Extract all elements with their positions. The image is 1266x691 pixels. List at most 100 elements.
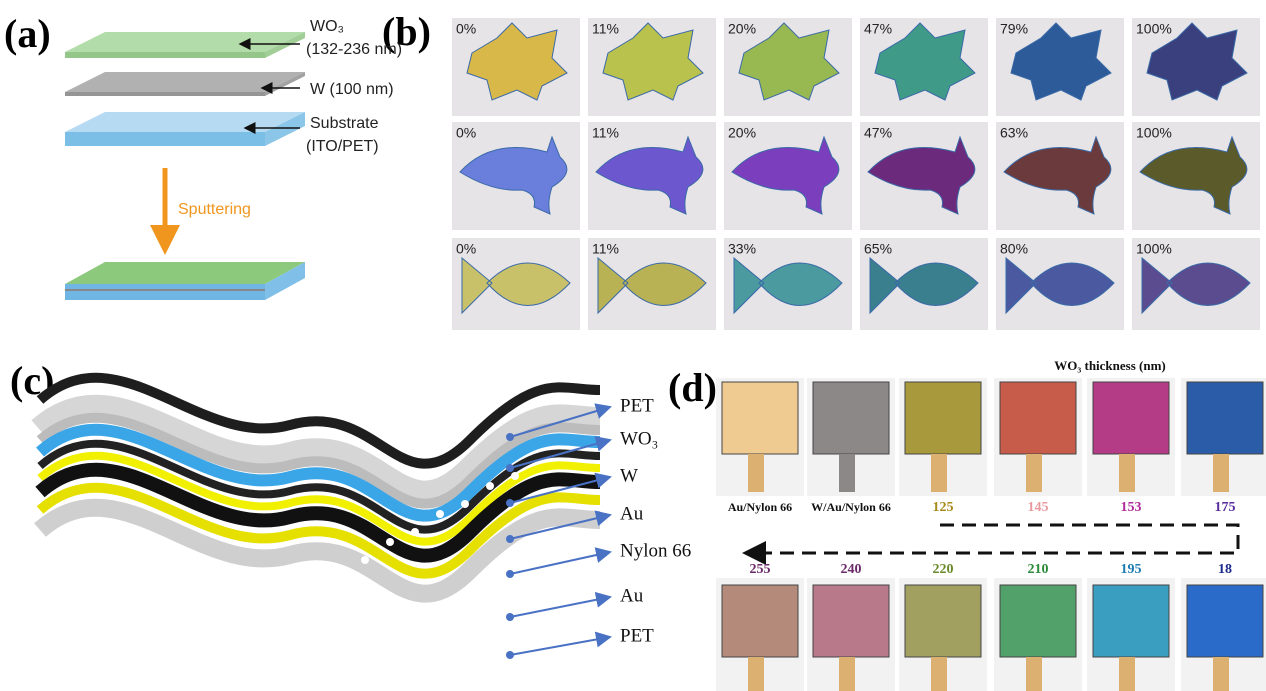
nylon-dot (386, 538, 394, 546)
sample-label: W/Au/Nylon 66 (811, 500, 891, 514)
sample-pad (999, 381, 1077, 455)
nylon-dot (461, 500, 469, 508)
sample (461, 256, 571, 315)
percentage: 20% (728, 21, 756, 37)
sample-pad (812, 381, 890, 455)
sample-label: Au/Nylon 66 (728, 500, 792, 514)
sample-pad (1092, 584, 1170, 658)
sample-label: 175 (1215, 500, 1236, 515)
sample-tab (1026, 657, 1042, 691)
label: Sputtering (178, 201, 251, 218)
percentage: 0% (456, 241, 476, 257)
sample (869, 256, 979, 315)
layer-top (65, 32, 305, 52)
film-layer (36, 482, 601, 579)
sequence-arrow (742, 523, 1240, 565)
panel-label: (b) (382, 9, 431, 54)
sample (738, 22, 840, 101)
film-layer (37, 451, 601, 546)
sample (597, 256, 707, 315)
sample (466, 22, 568, 101)
stack-side (65, 284, 265, 300)
nylon-dot (361, 556, 369, 564)
pointer (509, 510, 612, 540)
sample-tab (748, 657, 764, 691)
sample-tab (1119, 657, 1135, 691)
sample-label: 240 (841, 562, 862, 577)
film-layer (36, 423, 601, 522)
percentage: 11% (592, 241, 619, 257)
layer-label: Nylon 66 (620, 540, 691, 561)
sample (867, 135, 976, 215)
sample-pad (999, 584, 1077, 658)
layer-top (65, 72, 305, 92)
sample (1146, 22, 1248, 101)
sample (459, 135, 568, 215)
pointer (509, 547, 612, 575)
layer-label: Au (620, 503, 644, 524)
stack-top (65, 262, 305, 284)
layer-side (65, 52, 265, 58)
sample-pad (721, 584, 799, 658)
pointer-dot (506, 651, 514, 659)
sample-pad (812, 584, 890, 658)
sample (874, 22, 976, 101)
sample-pad (1186, 584, 1264, 658)
film-layer (36, 372, 601, 469)
axis-title: WO₃ thickness (nm) (1054, 358, 1166, 373)
pointer (509, 472, 612, 504)
layer-side (265, 72, 305, 96)
percentage: 33% (728, 241, 756, 257)
percentage: 11% (592, 125, 619, 141)
layer-side (265, 32, 305, 58)
sample-tab (1119, 454, 1135, 492)
panel-label: (a) (4, 11, 51, 56)
sample-label: 210 (1028, 562, 1049, 577)
percentage: 100% (1136, 125, 1172, 141)
sample (602, 22, 704, 101)
label: (ITO/PET) (306, 138, 379, 155)
sample-pad (1186, 381, 1264, 455)
sample (595, 135, 704, 215)
panel-label: (d) (668, 365, 717, 410)
sample (1005, 256, 1115, 315)
film-layer (36, 412, 601, 509)
sample-tab (1213, 454, 1229, 492)
nylon-dot (511, 472, 519, 480)
pointer-dot (506, 499, 514, 507)
sample (1139, 135, 1248, 215)
sample (1010, 22, 1112, 101)
percentage: 11% (592, 21, 619, 37)
layer-side (65, 92, 265, 96)
pointer-dot (506, 535, 514, 543)
layer-label: Au (620, 585, 644, 606)
percentage: 79% (1000, 21, 1028, 37)
pointer-dot (506, 613, 514, 621)
sample-tab (1213, 657, 1229, 691)
pointer-dot (506, 464, 514, 472)
pointer (509, 631, 612, 656)
pointer (509, 591, 612, 618)
film-layer (35, 462, 601, 563)
sample (1141, 256, 1251, 315)
sample-label: 145 (1028, 500, 1049, 515)
sample-tab (839, 657, 855, 691)
sample-label: 220 (933, 562, 954, 577)
sample-pad (904, 584, 982, 658)
percentage: 20% (728, 125, 756, 141)
nylon-dot (436, 510, 444, 518)
stack-side (265, 262, 305, 300)
sample (733, 256, 843, 315)
sample-pad (904, 381, 982, 455)
film-layer (31, 394, 601, 507)
percentage: 0% (456, 125, 476, 141)
layer-label: WO₃ (620, 428, 658, 449)
percentage: 80% (1000, 241, 1028, 257)
sample-tab (1026, 454, 1042, 492)
layer-top (65, 112, 305, 132)
sample-label: 18 (1218, 562, 1232, 577)
sample-label: 255 (750, 562, 771, 577)
layer-side (65, 132, 265, 146)
film-layer (37, 439, 601, 534)
